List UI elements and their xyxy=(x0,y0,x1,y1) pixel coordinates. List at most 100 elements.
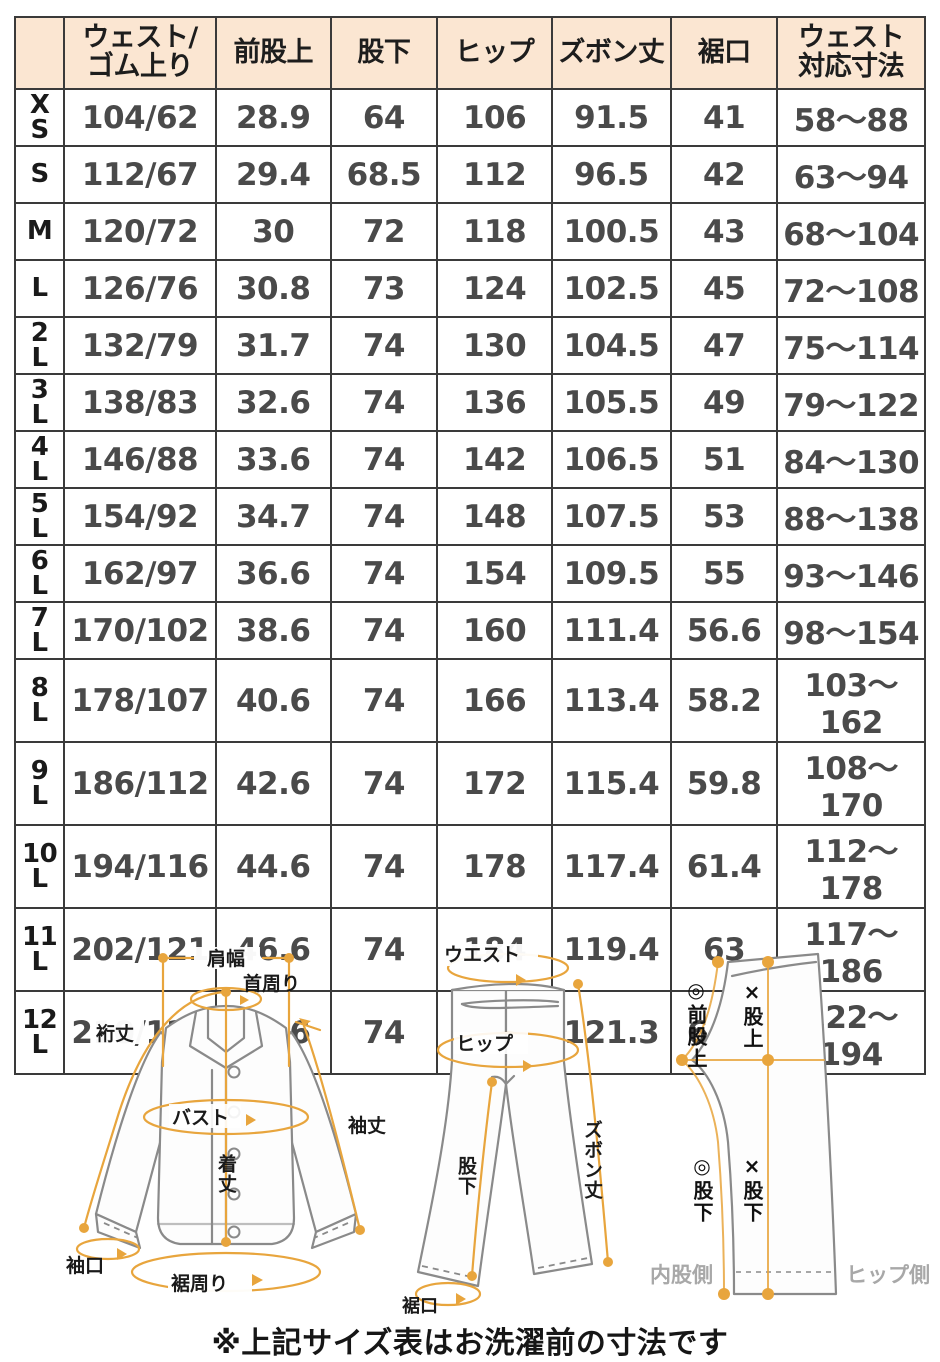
measurement-cell: 72〜108 xyxy=(776,259,926,318)
table-row: 7 L 170/102 38.6 74 160 111.4 56.6 98〜154 xyxy=(13,601,926,660)
header-line: ウェスト/ xyxy=(82,22,198,54)
size-label-part: 11 xyxy=(22,922,58,953)
bust-ellipse xyxy=(142,1098,310,1136)
size-label-part: L xyxy=(31,1029,49,1060)
size-label-part: 3 xyxy=(30,375,49,406)
table-row: 4 L 146/88 33.6 74 142 106.5 51 84〜130 xyxy=(13,430,926,489)
size-label-part: L xyxy=(31,863,49,894)
label-inseam-x: ×股下 xyxy=(740,1154,764,1224)
label-hem-circumference: 裾周り xyxy=(171,1272,228,1295)
size-label-part: 9 xyxy=(30,756,49,787)
column-header-hem-opening: 裾口 xyxy=(669,16,779,90)
size-label-part: 2 xyxy=(30,318,49,349)
table-row: L 126/76 30.8 73 124 102.5 45 72〜108 xyxy=(13,259,926,318)
measurement-cell: 75〜114 xyxy=(776,316,926,375)
measurement-cell: 74 xyxy=(329,487,439,546)
measurement-cell: 105.5 xyxy=(550,373,672,432)
measurement-cell: 42 xyxy=(669,145,779,204)
pants-left-leg xyxy=(416,988,508,1288)
table-row: 9 L 186/112 42.6 74 172 115.4 59.8 108〜170 xyxy=(13,741,926,826)
table-row: M 120/72 30 72 118 100.5 43 68〜104 xyxy=(13,202,926,261)
size-label-cell: M xyxy=(13,202,66,261)
label-hip-side: ヒップ側 xyxy=(846,1263,930,1287)
measurement-cell: 109.5 xyxy=(550,544,672,603)
measurement-cell: 74 xyxy=(329,907,439,992)
measurement-cell: 112/67 xyxy=(63,145,217,204)
size-label-part: L xyxy=(31,342,49,373)
label-sleeve-reach: 裄丈 xyxy=(95,1022,134,1045)
jacket-button xyxy=(227,1065,241,1079)
measurement-cell: 43 xyxy=(669,202,779,261)
label-shoulder-width: 肩幅 xyxy=(207,947,245,970)
measurement-cell: 61.4 xyxy=(669,824,779,909)
measurement-cell: 178/107 xyxy=(63,658,217,743)
pants-measurement-diagram: ウエスト ヒップ ズボン丈 股下 裾口 xyxy=(396,942,646,1322)
measurement-cell: 42.6 xyxy=(214,741,332,826)
measurement-cell: 124 xyxy=(436,259,553,318)
front-rise-curve xyxy=(680,961,725,1295)
measurement-cell: 103〜162 xyxy=(776,658,926,743)
pants-length-line xyxy=(576,982,610,1264)
table-row: 6 L 162/97 36.6 74 154 109.5 55 93〜146 xyxy=(13,544,926,603)
table-row: 8 L 178/107 40.6 74 166 113.4 58.2 103〜162 xyxy=(13,658,926,743)
inseam-line xyxy=(470,1080,494,1278)
measurement-cell: 63 xyxy=(669,907,779,992)
sleeve-length-line xyxy=(302,1024,362,1232)
measurement-cell: 55 xyxy=(669,544,779,603)
measurement-cell: 47 xyxy=(669,316,779,375)
measurement-cell: 194/116 xyxy=(63,824,217,909)
hem-opening-ellipse xyxy=(414,1281,482,1307)
table-row: X S 104/62 28.9 64 106 91.5 41 58〜88 xyxy=(13,88,926,147)
label-inseam: 股下 xyxy=(455,1156,477,1196)
measurement-arrowheads xyxy=(117,995,311,1286)
header-line: 裾口 xyxy=(697,36,751,68)
pants-waistband xyxy=(450,982,566,992)
label-inner-thigh-side: 内股側 xyxy=(650,1263,713,1287)
measurement-cell: 36.6 xyxy=(214,544,332,603)
measurement-cell: 104.5 xyxy=(550,316,672,375)
measurement-cell: 121.3 xyxy=(550,990,672,1075)
label-hem-opening: 裾口 xyxy=(402,1295,438,1317)
label-hip: ヒップ xyxy=(456,1032,514,1055)
size-label-part: 7 xyxy=(30,603,49,634)
measurement-cell: 108〜170 xyxy=(776,741,926,826)
label-neck-circumference: 首周り xyxy=(243,972,300,995)
pants-fly-line xyxy=(460,999,560,1006)
measurement-cell: 31.7 xyxy=(214,316,332,375)
header-line: ウェスト xyxy=(798,22,905,54)
measurement-cell: 33.6 xyxy=(214,430,332,489)
measurement-cell: 59.8 xyxy=(669,741,779,826)
size-table-container: ウェスト/ ゴム上り 前股上 股下 ヒップ ズボン丈 裾口 xyxy=(13,16,926,1075)
column-header-inseam: 股下 xyxy=(329,16,439,90)
measurement-cell: 146/88 xyxy=(63,430,217,489)
measurement-cell: 112 xyxy=(436,145,553,204)
measurement-cell: 104/62 xyxy=(63,88,217,147)
measurement-cell: 79〜122 xyxy=(776,373,926,432)
measurement-endpoints xyxy=(79,953,365,1247)
pants-right-hem-stitch xyxy=(537,1257,589,1269)
table-header-row: ウェスト/ ゴム上り 前股上 股下 ヒップ ズボン丈 裾口 xyxy=(13,16,926,90)
measurement-cell: 38.6 xyxy=(214,601,332,660)
measurement-cell: 45 xyxy=(669,259,779,318)
header-line: 対応寸法 xyxy=(798,51,905,82)
measurement-cell: 126/76 xyxy=(63,259,217,318)
jacket-right-cuff xyxy=(310,1212,358,1250)
column-header-pants-length: ズボン丈 xyxy=(550,16,672,90)
measurement-cell: 178 xyxy=(436,824,553,909)
measurement-cell: 120/72 xyxy=(63,202,217,261)
header-line: 股下 xyxy=(357,36,411,68)
measurement-cell: 148 xyxy=(436,487,553,546)
jacket-button xyxy=(227,1225,241,1239)
measurement-cell: 154 xyxy=(436,544,553,603)
measurement-cell: 30 xyxy=(214,202,332,261)
measurement-cell: 118 xyxy=(436,202,553,261)
measurement-cell: 138/83 xyxy=(63,373,217,432)
header-line: 前股上 xyxy=(233,36,313,68)
measurement-cell: 74 xyxy=(329,373,439,432)
label-waist: ウエスト xyxy=(444,944,520,966)
